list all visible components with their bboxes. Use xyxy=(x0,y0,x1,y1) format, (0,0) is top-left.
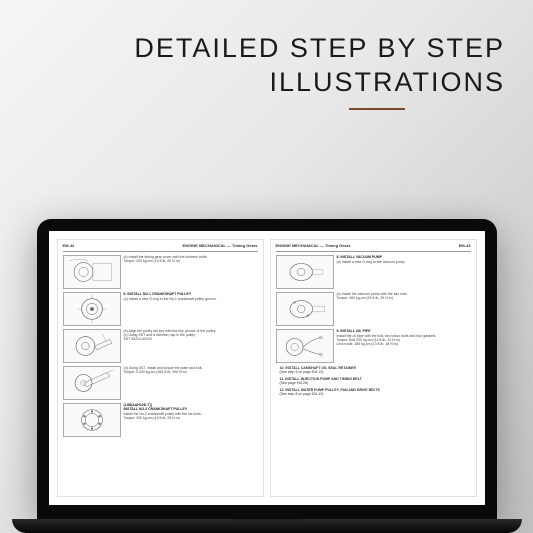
laptop-screen: EM-42 ENGINE MECHANICAL — Timing Gears (… xyxy=(49,231,485,505)
section-header: ENGINE MECHANICAL — Timing Gears xyxy=(183,244,258,249)
headline-line-1: DETAILED STEP BY STEP xyxy=(134,32,505,66)
headline: DETAILED STEP BY STEP ILLUSTRATIONS xyxy=(134,32,505,110)
illustration-icon xyxy=(276,329,334,363)
step-text-only: 10. INSTALL CAMSHAFT OIL SEAL RETAINER (… xyxy=(280,366,471,374)
step-text: (b) Install the vacuum pump with the two… xyxy=(337,292,471,326)
step-row: (b) Align the pulley set key with the ke… xyxy=(63,329,258,363)
laptop-screen-frame: EM-42 ENGINE MECHANICAL — Timing Gears (… xyxy=(37,219,497,519)
illustration-icon xyxy=(63,292,121,326)
illustration-icon xyxy=(63,329,121,363)
step-row: 8. INSTALL VACUUM PUMP (a) Install a new… xyxy=(276,255,471,289)
step-text: (d) Using SST, install and torque the pl… xyxy=(124,366,258,400)
manual-page-left: EM-42 ENGINE MECHANICAL — Timing Gears (… xyxy=(57,239,264,497)
step-row: (d) Using SST, install and torque the pl… xyxy=(63,366,258,400)
step-text: (14B(AAH10D-T)) INSTALL NO.2 CRANKSHAFT … xyxy=(124,403,258,437)
step-text-only: 12. INSTALL WATER PUMP PULLEY, FAN AND D… xyxy=(280,388,471,396)
page-header-right: ENGINE MECHANICAL — Timing Gears EM-43 xyxy=(276,244,471,252)
step-row: (b) Install the vacuum pump with the two… xyxy=(276,292,471,326)
headline-line-2: ILLUSTRATIONS xyxy=(134,66,505,100)
step-text: (b) Align the pulley set key with the ke… xyxy=(124,329,258,363)
step-row: (c) Install the timing gear cover with t… xyxy=(63,255,258,289)
step-text-only: 11. INSTALL INJECTION PUMP AND TIMING BE… xyxy=(280,377,471,385)
illustration-icon xyxy=(63,366,121,400)
divider xyxy=(349,108,405,110)
illustration-icon xyxy=(276,292,334,326)
laptop-base xyxy=(12,519,522,533)
illustration-icon xyxy=(276,255,334,289)
step-row: 6. INSTALL NO.1 CRANKSHAFT PULLEY (a) In… xyxy=(63,292,258,326)
page-code: EM-42 xyxy=(63,244,75,249)
manual-page-right: ENGINE MECHANICAL — Timing Gears EM-43 8… xyxy=(270,239,477,497)
page-header-left: EM-42 ENGINE MECHANICAL — Timing Gears xyxy=(63,244,258,252)
step-text: (c) Install the timing gear cover with t… xyxy=(124,255,258,289)
step-row: (14B(AAH10D-T)) INSTALL NO.2 CRANKSHAFT … xyxy=(63,403,258,437)
section-header: ENGINE MECHANICAL — Timing Gears xyxy=(276,244,351,249)
laptop-mockup: EM-42 ENGINE MECHANICAL — Timing Gears (… xyxy=(37,219,497,533)
step-text: 8. INSTALL VACUUM PUMP (a) Install a new… xyxy=(337,255,471,289)
step-text: 9. INSTALL OIL PIPE Install the oil pipe… xyxy=(337,329,471,363)
step-row: 9. INSTALL OIL PIPE Install the oil pipe… xyxy=(276,329,471,363)
page-code: EM-43 xyxy=(459,244,471,249)
illustration-icon xyxy=(63,255,121,289)
illustration-icon xyxy=(63,403,121,437)
step-text: 6. INSTALL NO.1 CRANKSHAFT PULLEY (a) In… xyxy=(124,292,258,326)
